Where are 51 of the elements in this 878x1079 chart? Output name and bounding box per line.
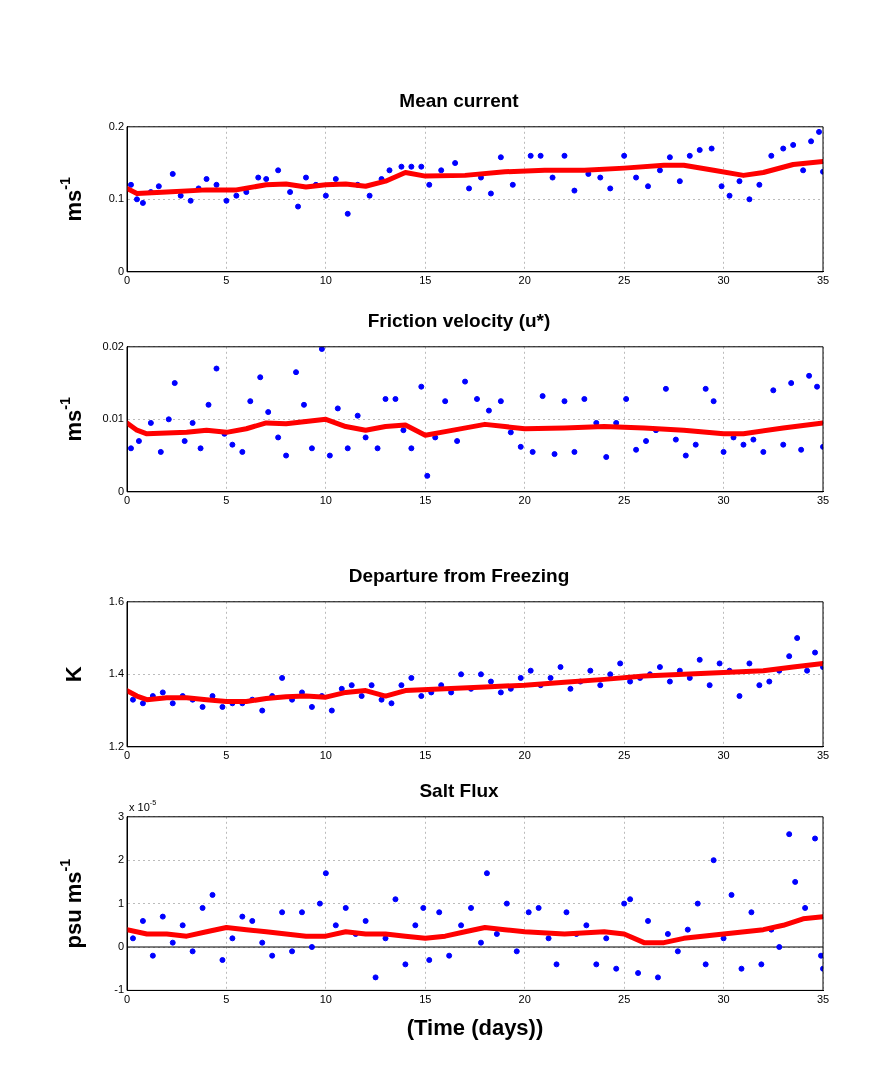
x-tick-label: 30 — [717, 749, 730, 762]
x-tick-label: 30 — [717, 274, 730, 287]
y-axis-title: psu ms-1 — [57, 858, 87, 949]
x-tick-label: 20 — [518, 274, 531, 287]
y-tick-label: 0.01 — [102, 412, 124, 425]
x-tick-label: 25 — [618, 494, 631, 507]
x-tick-label: 35 — [816, 494, 830, 507]
chart-title: Departure from Freezing — [348, 564, 570, 586]
y-tick-label: 0 — [117, 484, 124, 497]
x-axis-title: (Time (days)) — [406, 1014, 544, 1040]
x-tick-label: 20 — [518, 749, 531, 762]
x-tick-label: 35 — [816, 749, 830, 762]
x-tick-label: 5 — [223, 494, 230, 507]
x-tick-label: 20 — [518, 494, 531, 507]
chart-title: Mean current — [399, 89, 520, 111]
x-tick-label: 15 — [419, 274, 432, 287]
x-tick-label: 20 — [518, 993, 531, 1006]
chart-title: Friction velocity (u*) — [367, 309, 551, 331]
y-axis-title: ms-1 — [57, 177, 87, 222]
x-tick-label: 30 — [717, 993, 730, 1006]
x-tick-label: 5 — [223, 274, 230, 287]
x-tick-label: 10 — [319, 993, 332, 1006]
x-tick-label: 25 — [618, 274, 631, 287]
y-tick-label: 1.2 — [108, 739, 124, 752]
x-tick-label: 30 — [717, 494, 730, 507]
y-tick-label: 3 — [117, 809, 124, 822]
x-tick-label: 15 — [419, 494, 432, 507]
x-tick-label: 35 — [816, 993, 830, 1006]
x-tick-label: 25 — [618, 993, 631, 1006]
x-tick-label: 10 — [319, 749, 332, 762]
y-tick-label: 1.4 — [108, 667, 124, 680]
x-tick-label: 10 — [319, 494, 332, 507]
x-tick-label: 10 — [319, 274, 332, 287]
x-tick-label: 5 — [223, 993, 230, 1006]
x-tick-label: 15 — [419, 749, 432, 762]
y-tick-label: 2 — [117, 853, 124, 866]
x-tick-label: 25 — [618, 749, 631, 762]
x-tick-label: 15 — [419, 993, 432, 1006]
y-tick-label: 0.02 — [102, 339, 124, 352]
x-tick-label: 5 — [223, 749, 230, 762]
y-tick-label: 0 — [117, 940, 124, 953]
y-tick-label: 0.2 — [108, 119, 124, 132]
y-tick-label: 0 — [117, 264, 124, 277]
y-axis-title: ms-1 — [57, 397, 87, 442]
x-tick-label: 35 — [816, 274, 830, 287]
y-axis-title: K — [61, 666, 87, 683]
chart-title: Salt Flux — [419, 779, 500, 801]
y-tick-label: 0.1 — [108, 192, 124, 205]
y-tick-label: 1.6 — [108, 594, 124, 607]
y-tick-label: 1 — [117, 896, 124, 909]
y-tick-label: -1 — [114, 983, 124, 996]
